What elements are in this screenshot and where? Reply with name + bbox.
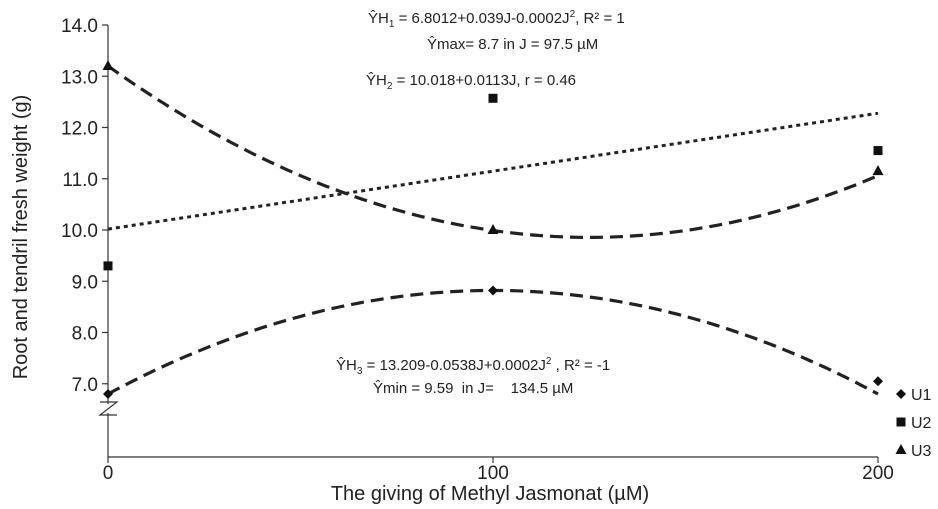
y-tick-label: 14.0: [61, 16, 98, 37]
x-tick-label: 0: [103, 463, 114, 484]
trend-curve-u2: [107, 111, 879, 231]
data-point-u1: [873, 376, 883, 387]
legend-label-u1: U1: [911, 387, 932, 404]
equation-h1: ŶH1 = 6.8012+0.039J-0.0002J2, R² = 1: [368, 9, 625, 30]
equation-h3: ŶH3 = 13.209-0.0538J+0.0002J2 , R² = -1: [336, 356, 610, 377]
y-tick-label: 7.0: [72, 375, 98, 396]
y-tick-label: 9.0: [72, 272, 98, 293]
legend-marker-u1: [896, 389, 906, 399]
data-point-u2: [488, 93, 498, 103]
data-point-u2: [873, 146, 883, 156]
y-tick-label: 13.0: [61, 67, 98, 88]
data-point-u3: [487, 224, 499, 234]
max-annotation: Ŷmax= 8.7 in J = 97.5 µM: [427, 36, 598, 53]
legend: U1 U2 U3: [895, 387, 932, 460]
trend-curve-u1: [107, 288, 879, 396]
data-point-u3: [872, 165, 884, 176]
legend-label-u3: U3: [911, 443, 932, 460]
ticks: 7.0 8.0 9.0 10.0 11.0 12.0 13.0 14.0 0 100 200: [61, 16, 894, 484]
equation-h2: ŶH2 = 10.018+0.0113J, r = 0.46: [366, 72, 576, 92]
x-tick-label: 200: [862, 463, 894, 484]
y-tick-label: 8.0: [72, 324, 98, 345]
legend-label-u2: U2: [911, 415, 932, 432]
x-tick-label: 100: [477, 463, 509, 484]
legend-marker-u3: [895, 444, 907, 454]
axis-break-symbol: [98, 401, 119, 416]
data-point-u2: [103, 261, 113, 271]
y-tick-label: 12.0: [61, 119, 98, 140]
legend-marker-u2: [896, 417, 906, 427]
y-tick-label: 11.0: [62, 170, 98, 191]
y-axis-title: Root and tendril fresh weight (g): [10, 95, 32, 380]
min-annotation: Ŷmin = 9.59 in J= 134.5 µM: [373, 380, 573, 397]
y-tick-label: 10.0: [61, 221, 98, 242]
data-point-u3: [102, 60, 114, 70]
x-axis-title: The giving of Methyl Jasmonat (µM): [331, 483, 649, 505]
data-markers: [102, 60, 884, 399]
trend-curve-u3: [107, 64, 879, 239]
data-point-u1: [103, 389, 113, 399]
equation-annotations: ŶH1 = 6.8012+0.039J-0.0002J2, R² = 1 Ŷma…: [336, 9, 625, 397]
data-point-u1: [488, 285, 498, 296]
